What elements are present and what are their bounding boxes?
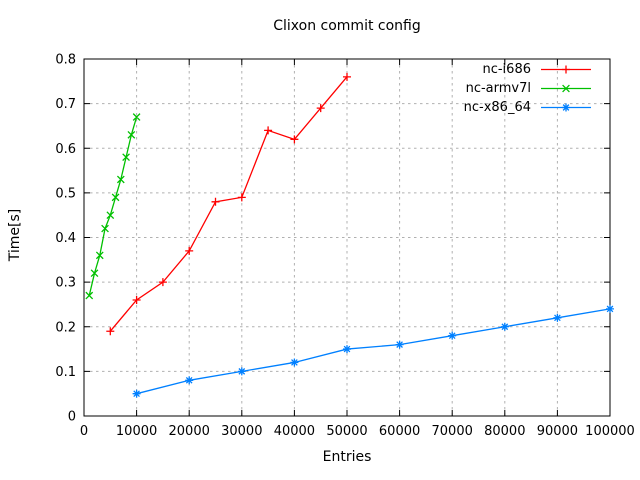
y-axis-label: Time[s] bbox=[7, 208, 23, 262]
chart-title: Clixon commit config bbox=[273, 18, 421, 34]
x-tick-label: 30000 bbox=[221, 424, 262, 439]
y-tick-label: 0.8 bbox=[55, 53, 76, 68]
legend-marker bbox=[562, 103, 570, 112]
series-nc-i686-markers bbox=[106, 72, 351, 336]
x-tick-label: 40000 bbox=[274, 424, 315, 439]
legend-label: nc-x86_64 bbox=[463, 100, 531, 115]
x-tick-label: 90000 bbox=[537, 424, 578, 439]
legend-sample-line bbox=[541, 65, 591, 74]
x-tick-label: 100000 bbox=[585, 424, 635, 439]
legend-item-nc-armv7l: nc-armv7l bbox=[464, 79, 591, 98]
y-tick-label: 0.6 bbox=[55, 142, 76, 157]
series-nc-armv7l-line bbox=[88, 116, 138, 296]
legend-label: nc-i686 bbox=[482, 62, 531, 77]
legend-sample-line bbox=[541, 103, 591, 112]
series-nc-x86_64-markers bbox=[132, 304, 614, 398]
legend-marker bbox=[562, 65, 570, 74]
series-nc-i686-line bbox=[109, 76, 348, 332]
x-tick-label: 50000 bbox=[326, 424, 367, 439]
legend-item-nc-x86_64: nc-x86_64 bbox=[464, 98, 591, 117]
series-nc-armv7l-markers bbox=[85, 113, 141, 300]
legend-label: nc-armv7l bbox=[465, 81, 531, 96]
x-tick-label: 70000 bbox=[432, 424, 473, 439]
x-tick-label: 80000 bbox=[484, 424, 525, 439]
y-tick-label: 0.3 bbox=[55, 276, 76, 291]
y-tick-label: 0.5 bbox=[55, 186, 76, 201]
legend-sample-line bbox=[541, 84, 591, 93]
legend-item-nc-i686: nc-i686 bbox=[464, 60, 591, 79]
y-tick-label: 0 bbox=[68, 410, 76, 425]
x-tick-label: 20000 bbox=[169, 424, 210, 439]
x-tick-label: 60000 bbox=[379, 424, 420, 439]
y-tick-label: 0.1 bbox=[55, 365, 76, 380]
y-tick-label: 0.7 bbox=[55, 97, 76, 112]
legend: nc-i686 nc-armv7l nc-x86_64 bbox=[464, 60, 591, 117]
x-axis-label: Entries bbox=[322, 449, 372, 465]
y-tick-label: 0.4 bbox=[55, 231, 76, 246]
legend-marker bbox=[562, 84, 570, 93]
x-tick-label: 10000 bbox=[116, 424, 157, 439]
series-nc-x86_64-line bbox=[136, 308, 611, 395]
x-tick-label: 0 bbox=[80, 424, 88, 439]
y-tick-label: 0.2 bbox=[55, 320, 76, 335]
